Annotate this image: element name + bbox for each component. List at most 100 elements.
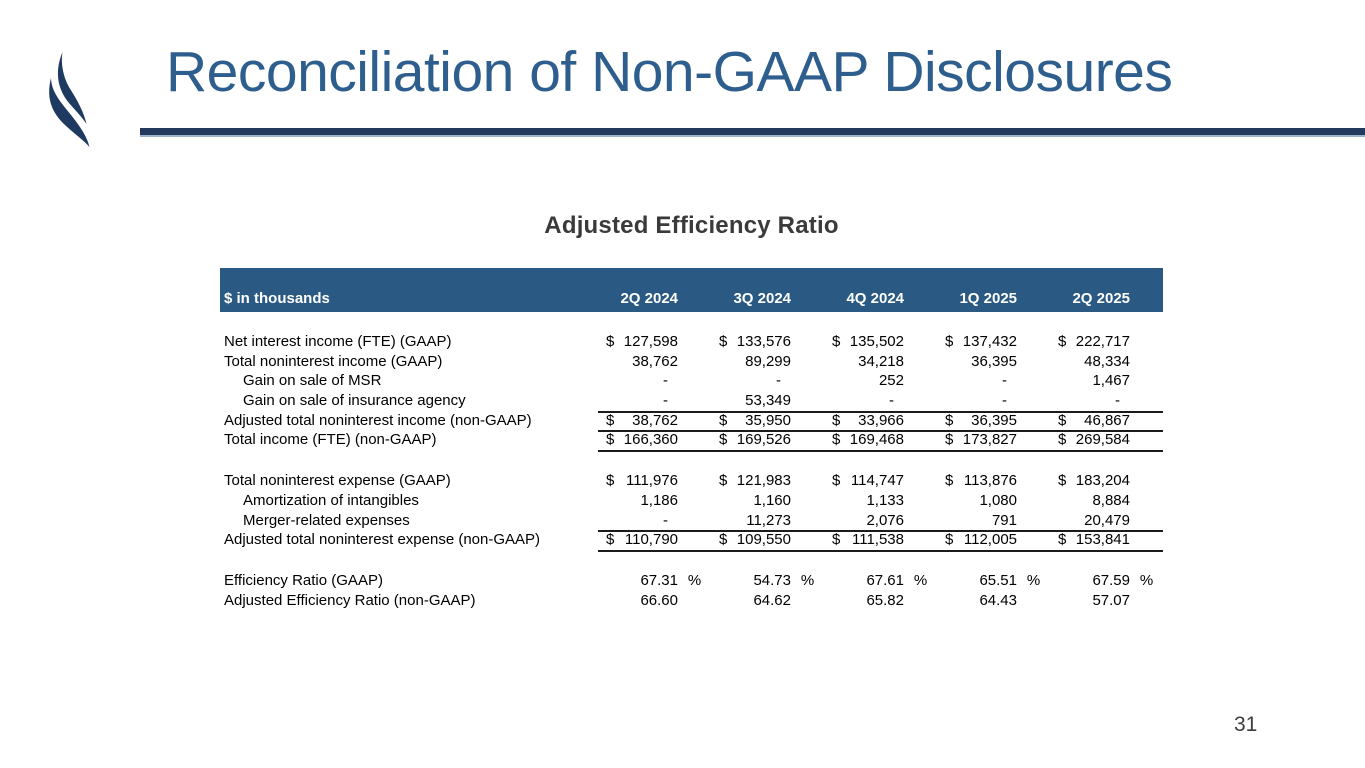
value: 166,360 <box>623 431 678 449</box>
value: 111,538 <box>852 531 904 549</box>
value: 20,479 <box>1084 511 1130 529</box>
percent-gutter <box>678 511 711 533</box>
value: 1,467 <box>1092 372 1130 390</box>
percent-gutter <box>1130 430 1163 453</box>
value: 109,550 <box>736 531 791 549</box>
dollar-sign: $ <box>1058 333 1067 350</box>
percent-gutter <box>1017 391 1050 413</box>
value-cell: $33,966 <box>824 411 904 433</box>
dollar-sign: $ <box>945 333 954 350</box>
table-row: Adjusted total noninterest income (non-G… <box>220 411 1163 433</box>
value-cell: 57.07 <box>1050 591 1130 611</box>
dollar-sign: $ <box>945 411 954 429</box>
table-section-spacer <box>220 550 1163 571</box>
percent-gutter <box>1130 491 1163 511</box>
value-cell: - <box>824 391 904 413</box>
value: - <box>1002 392 1007 410</box>
percent-gutter <box>904 511 937 533</box>
page-number: 31 <box>1234 713 1258 736</box>
percent-gutter <box>791 371 824 391</box>
value-cell: $166,360 <box>598 430 678 453</box>
percent-gutter <box>791 530 824 552</box>
dollar-sign: $ <box>832 333 841 350</box>
value: - <box>663 511 668 529</box>
value: - <box>1002 372 1007 390</box>
dollar-sign: $ <box>719 333 728 350</box>
table-row: Gain on sale of MSR - - 252 - 1,467 <box>220 371 1163 391</box>
table-row: Total income (FTE) (non-GAAP) $166,360 $16… <box>220 430 1163 453</box>
percent-gutter <box>1130 530 1163 552</box>
row-label: Adjusted total noninterest income (non-G… <box>224 411 532 429</box>
value: 121,983 <box>736 472 791 490</box>
value-cell: $38,762 <box>598 411 678 433</box>
value: 38,762 <box>632 411 678 429</box>
percent-sign: % <box>913 571 928 589</box>
percent-gutter <box>1130 411 1163 433</box>
value-cell: $269,584 <box>1050 430 1130 453</box>
value-cell: 8,884 <box>1050 491 1130 511</box>
row-label: Net interest income (FTE) (GAAP) <box>224 333 452 350</box>
value-cell: 20,479 <box>1050 511 1130 533</box>
value: 35,950 <box>745 411 791 429</box>
row-label: Total noninterest expense (GAAP) <box>224 472 451 490</box>
percent-gutter <box>791 391 824 413</box>
percent-gutter <box>791 352 824 372</box>
value: 1,160 <box>753 491 791 509</box>
table-row: Gain on sale of insurance agency - 53,349 -… <box>220 391 1163 413</box>
value-cell: $114,747 <box>824 471 904 491</box>
value: 112,005 <box>963 531 1017 549</box>
value-cell: 36,395 <box>937 352 1017 372</box>
value: 269,584 <box>1075 431 1130 449</box>
value: 110,790 <box>624 531 678 549</box>
title-divider-rule <box>140 128 1365 137</box>
dollar-sign: $ <box>1058 431 1067 449</box>
value-cell: $111,976 <box>598 471 678 491</box>
value-cell: 64.62 <box>711 591 791 611</box>
value: 65.51 <box>979 571 1017 589</box>
value: 1,186 <box>640 491 678 509</box>
value: - <box>889 392 894 410</box>
value-cell: $46,867 <box>1050 411 1130 433</box>
value-cell: 1,467 <box>1050 371 1130 391</box>
value: 133,576 <box>736 333 791 350</box>
value-cell: - <box>937 391 1017 413</box>
dollar-sign: $ <box>719 431 728 449</box>
value-cell: 34,218 <box>824 352 904 372</box>
value-cell: 53,349 <box>711 391 791 413</box>
column-header: 4Q 2024 <box>846 290 904 307</box>
value: - <box>663 372 668 390</box>
value: 127,598 <box>623 333 678 350</box>
dollar-sign: $ <box>606 333 615 350</box>
table-header-unit-label: $ in thousands <box>224 290 330 307</box>
column-header: 2Q 2025 <box>1072 290 1130 307</box>
value-cell: - <box>1050 391 1130 413</box>
percent-gutter <box>1017 491 1050 511</box>
percent-gutter <box>1017 352 1050 372</box>
value: 67.61 <box>866 571 904 589</box>
value-cell: 48,334 <box>1050 352 1130 372</box>
percent-gutter <box>1130 332 1163 352</box>
value: 114,747 <box>850 472 904 490</box>
value-cell: 65.51 <box>937 571 1017 591</box>
percent-gutter <box>791 471 824 491</box>
percent-gutter <box>1017 371 1050 391</box>
value: 66.60 <box>640 591 678 609</box>
column-header: 3Q 2024 <box>733 290 791 307</box>
table-row: Amortization of intangibles 1,186 1,160 1,1… <box>220 491 1163 511</box>
value: 64.62 <box>753 591 791 609</box>
row-label: Total noninterest income (GAAP) <box>224 352 443 370</box>
value-cell: 67.59 <box>1050 571 1130 591</box>
value-cell: 89,299 <box>711 352 791 372</box>
value-cell: $169,526 <box>711 430 791 453</box>
table-header-row: $ in thousands 2Q 2024 3Q 2024 4Q 2024 1Q 2… <box>220 268 1163 312</box>
percent-gutter <box>678 471 711 491</box>
value-cell: $110,790 <box>598 530 678 552</box>
table-row: Net interest income (FTE) (GAAP) $127,598… <box>220 332 1163 352</box>
value: 67.31 <box>640 571 678 589</box>
value-cell: 54.73 <box>711 571 791 591</box>
value: 65.82 <box>866 591 904 609</box>
percent-gutter <box>904 430 937 453</box>
row-label: Gain on sale of MSR <box>243 372 382 390</box>
percent-gutter <box>1017 411 1050 433</box>
